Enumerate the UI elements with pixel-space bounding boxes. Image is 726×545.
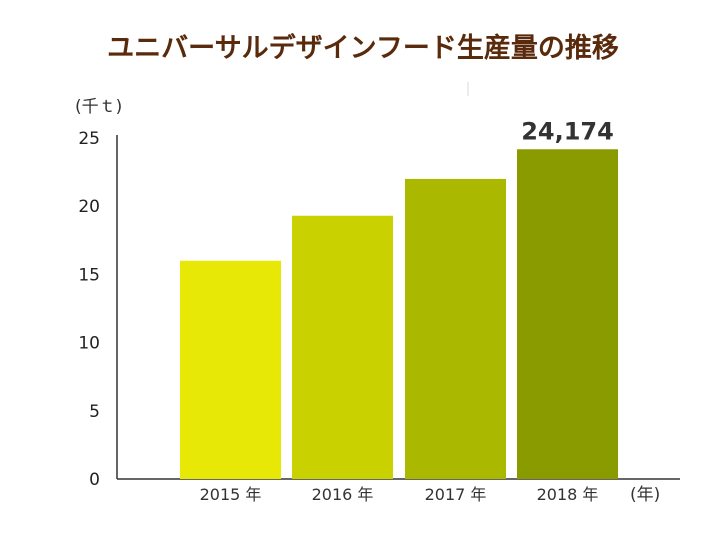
- x-axis-label: (年): [630, 485, 660, 505]
- data-label: 24,174: [521, 117, 614, 145]
- y-tick-label: 25: [78, 129, 100, 149]
- y-tick-label: 15: [78, 265, 100, 285]
- bar-2: [292, 215, 393, 480]
- bar-1: [180, 260, 281, 479]
- x-tick-label: 2017 年: [425, 485, 487, 504]
- x-tick-label: 2018 年: [537, 485, 599, 504]
- y-axis-label: (千ｔ): [75, 97, 122, 117]
- y-tick-label: 20: [78, 197, 100, 217]
- y-tick-label: 0: [89, 470, 100, 490]
- y-tick-label: 10: [78, 334, 100, 354]
- bar-3: [405, 178, 506, 480]
- chart-title: ユニバーサルデザインフード生産量の推移: [107, 33, 619, 64]
- x-tick-label: 2016 年: [312, 485, 374, 504]
- y-tick-label: 5: [89, 402, 100, 422]
- x-tick-label: 2015 年: [200, 485, 262, 504]
- bar-4: [517, 149, 618, 479]
